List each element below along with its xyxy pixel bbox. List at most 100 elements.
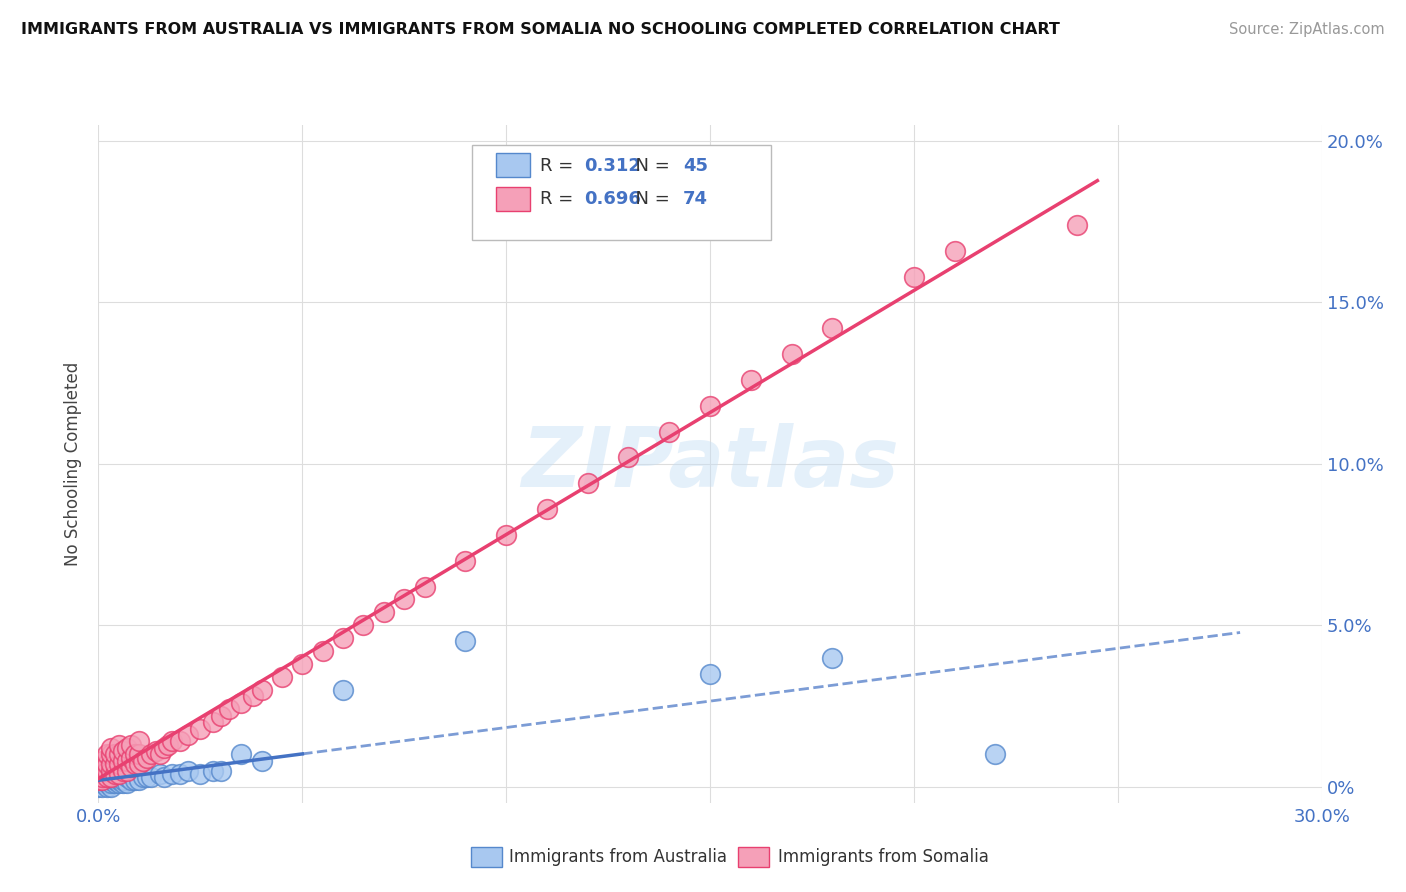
Point [152, 740, 174, 755]
Point [128, 773, 150, 788]
Point [120, 750, 142, 764]
Text: Immigrants from Somalia: Immigrants from Somalia [778, 848, 988, 866]
Point [111, 773, 134, 788]
Text: 74: 74 [683, 191, 709, 209]
Point [120, 760, 142, 774]
Point [250, 682, 273, 697]
Point [124, 773, 146, 788]
Point [108, 770, 131, 784]
Point [100, 747, 122, 762]
Point [108, 738, 131, 752]
Point [149, 766, 172, 780]
Point [96, 780, 118, 794]
Point [91, 754, 114, 768]
Point [100, 740, 122, 755]
Point [152, 770, 174, 784]
Point [120, 773, 142, 788]
Text: 0.696: 0.696 [583, 191, 641, 209]
Point [132, 770, 155, 784]
Point [91, 770, 114, 784]
Point [91, 770, 114, 784]
Point [156, 738, 179, 752]
Point [740, 373, 762, 387]
Point [169, 734, 191, 748]
Point [108, 766, 131, 780]
Point [242, 690, 264, 704]
Point [104, 770, 127, 784]
Point [149, 747, 172, 762]
Point [115, 770, 138, 784]
Point [87, 764, 110, 778]
Point [658, 425, 681, 439]
Point [91, 773, 114, 788]
Point [201, 715, 224, 730]
Point [128, 734, 150, 748]
Text: Source: ZipAtlas.com: Source: ZipAtlas.com [1229, 22, 1385, 37]
Point [160, 734, 183, 748]
Point [91, 780, 114, 794]
Point [332, 682, 354, 697]
Point [128, 747, 150, 762]
Point [495, 528, 517, 542]
Text: N =: N = [624, 191, 676, 209]
Point [87, 773, 110, 788]
Point [291, 657, 314, 671]
Point [104, 776, 127, 790]
Text: 0.312: 0.312 [583, 157, 641, 175]
Point [352, 618, 374, 632]
Point [699, 399, 721, 413]
Point [821, 650, 844, 665]
Point [943, 244, 966, 258]
Point [96, 776, 118, 790]
Point [780, 347, 803, 361]
Point [177, 764, 200, 778]
Point [115, 740, 138, 755]
Point [188, 722, 212, 736]
Point [96, 764, 118, 778]
Point [454, 554, 477, 568]
Point [128, 757, 150, 772]
Point [91, 776, 114, 790]
Text: Immigrants from Australia: Immigrants from Australia [509, 848, 727, 866]
Point [96, 747, 118, 762]
Point [96, 757, 118, 772]
Bar [496, 187, 530, 211]
Point [111, 776, 134, 790]
Point [169, 766, 191, 780]
Point [100, 776, 122, 790]
Point [108, 776, 131, 790]
Point [373, 605, 395, 619]
Point [231, 696, 253, 710]
Point [104, 773, 127, 788]
Point [104, 766, 127, 780]
Point [576, 476, 599, 491]
Point [218, 702, 240, 716]
Point [124, 747, 146, 762]
Point [1066, 218, 1088, 232]
Point [100, 770, 122, 784]
Point [100, 773, 122, 788]
Point [111, 764, 134, 778]
Point [96, 770, 118, 784]
Point [454, 634, 477, 648]
Point [617, 450, 640, 465]
Point [120, 738, 142, 752]
Point [209, 764, 232, 778]
Y-axis label: No Schooling Completed: No Schooling Completed [65, 362, 83, 566]
Point [136, 770, 159, 784]
Text: IMMIGRANTS FROM AUSTRALIA VS IMMIGRANTS FROM SOMALIA NO SCHOOLING COMPLETED CORR: IMMIGRANTS FROM AUSTRALIA VS IMMIGRANTS … [21, 22, 1060, 37]
Text: R =: R = [540, 191, 579, 209]
Point [903, 269, 925, 284]
Point [209, 708, 232, 723]
Bar [496, 153, 530, 178]
Text: N =: N = [624, 157, 676, 175]
Point [100, 764, 122, 778]
Point [141, 747, 163, 762]
Point [231, 747, 253, 762]
Point [332, 631, 354, 645]
Point [821, 321, 844, 335]
Point [132, 754, 155, 768]
Point [108, 747, 131, 762]
Text: ZIPatlas: ZIPatlas [522, 424, 898, 504]
Point [91, 773, 114, 788]
